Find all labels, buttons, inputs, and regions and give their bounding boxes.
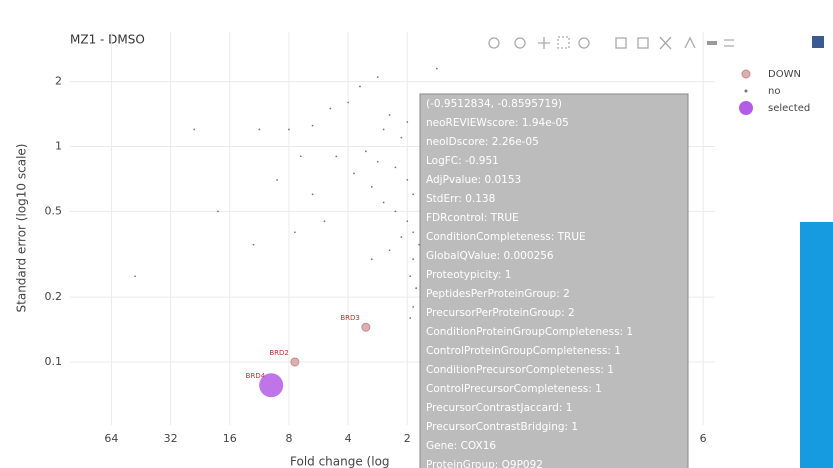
legend-label: DOWN xyxy=(768,69,801,80)
tooltip-line: ProteinGroup: Q9P092 xyxy=(426,459,543,468)
tooltip-line: ConditionProteinGroupCompleteness: 1 xyxy=(426,326,633,338)
overlay-panel xyxy=(800,222,833,468)
tooltip-line: FDRcontrol: TRUE xyxy=(426,212,519,224)
point xyxy=(299,155,302,158)
x-tick-label: 6 xyxy=(700,432,707,445)
legend-marker xyxy=(744,89,748,93)
point xyxy=(293,231,296,234)
point xyxy=(370,185,373,188)
legend-label: selected xyxy=(768,103,810,114)
x-axis-label: Fold change (log xyxy=(290,455,390,468)
y-tick-label: 1 xyxy=(55,140,62,153)
point xyxy=(364,150,367,153)
tooltip-line: PrecursorContrastBridging: 1 xyxy=(426,421,578,433)
tooltip-line: ConditionCompleteness: TRUE xyxy=(426,231,586,243)
point-label: BRD2 xyxy=(269,349,289,357)
point xyxy=(394,166,397,169)
tooltip-line: Proteotypicity: 1 xyxy=(426,269,511,281)
tooltip-line: PrecursorContrastJaccard: 1 xyxy=(426,402,572,414)
point xyxy=(311,124,314,127)
point xyxy=(288,128,290,131)
point xyxy=(415,287,418,290)
y-axis-label: Standard error (log10 scale) xyxy=(15,144,29,313)
tooltip-line: PrecursorPerProteinGroup: 2 xyxy=(426,307,575,319)
point-label: BRD4 xyxy=(246,372,266,380)
point xyxy=(435,67,438,70)
x-tick-label: 64 xyxy=(104,432,118,445)
point xyxy=(406,178,409,181)
point xyxy=(382,128,385,131)
x-tick-label: 2 xyxy=(404,432,411,445)
point xyxy=(400,136,403,139)
tooltip-line: AdjPvalue: 0.0153 xyxy=(426,174,521,186)
tooltip-line: LogFC: -0.951 xyxy=(426,155,499,167)
point xyxy=(400,236,403,238)
point xyxy=(134,275,136,278)
tooltip-line: ControlProteinGroupCompleteness: 1 xyxy=(426,345,621,357)
x-tick-label: 32 xyxy=(164,432,178,445)
tooltip-line: StdErr: 0.138 xyxy=(426,193,495,205)
y-tick-label: 0.1 xyxy=(45,355,63,368)
point xyxy=(412,306,415,308)
tooltip: (-0.9512834, -0.8595719) neoREVIEWscore: … xyxy=(419,93,689,468)
tooltip-line: (-0.9512834, -0.8595719) xyxy=(426,98,562,110)
point xyxy=(388,249,391,252)
tooltip-line: GlobalQValue: 0.000256 xyxy=(426,250,554,262)
tooltip-line: neoIDscore: 2.26e-05 xyxy=(426,136,539,148)
point xyxy=(252,243,255,246)
point xyxy=(409,275,412,278)
y-tick-label: 2 xyxy=(55,75,62,88)
point xyxy=(370,258,373,261)
toolbar[interactable] xyxy=(488,36,824,50)
point xyxy=(406,121,409,123)
point xyxy=(412,231,415,234)
y-tick-label: 0.5 xyxy=(45,204,63,217)
point xyxy=(409,317,412,319)
legend-label: no xyxy=(768,86,780,97)
point xyxy=(394,210,397,213)
tooltip-line: ControlPrecursorCompleteness: 1 xyxy=(426,383,602,395)
point-label: BRD3 xyxy=(340,314,360,322)
chart-title: MZ1 - DMSO xyxy=(70,33,145,47)
tooltip-line: Gene: COX16 xyxy=(426,440,496,452)
legend-marker xyxy=(739,101,753,115)
point xyxy=(259,373,284,398)
x-tick-label: 16 xyxy=(223,432,237,445)
tooltip-line: neoREVIEWscore: 1.94e-05 xyxy=(426,117,569,129)
point xyxy=(217,210,219,213)
point xyxy=(347,101,350,104)
point xyxy=(382,201,385,204)
legend-marker xyxy=(741,69,751,79)
point xyxy=(311,193,314,196)
point xyxy=(290,357,300,367)
point xyxy=(353,172,355,175)
tooltip-line: ConditionPrecursorCompleteness: 1 xyxy=(426,364,614,376)
x-tick-label: 8 xyxy=(285,432,292,445)
point xyxy=(335,155,338,158)
point xyxy=(412,193,415,196)
point xyxy=(323,220,326,223)
y-tick-label: 0.2 xyxy=(45,290,63,303)
point xyxy=(361,322,371,332)
point xyxy=(359,85,361,88)
point xyxy=(329,107,332,110)
point xyxy=(388,114,391,116)
point xyxy=(276,178,279,181)
point xyxy=(412,258,415,261)
tooltip-line: PeptidesPerProteinGroup: 2 xyxy=(426,288,570,300)
x-tick-label: 4 xyxy=(345,432,352,445)
tooltip-box xyxy=(419,93,689,468)
point xyxy=(258,128,261,131)
point xyxy=(376,76,379,78)
point xyxy=(193,128,196,131)
point xyxy=(406,220,409,223)
point xyxy=(376,160,379,163)
